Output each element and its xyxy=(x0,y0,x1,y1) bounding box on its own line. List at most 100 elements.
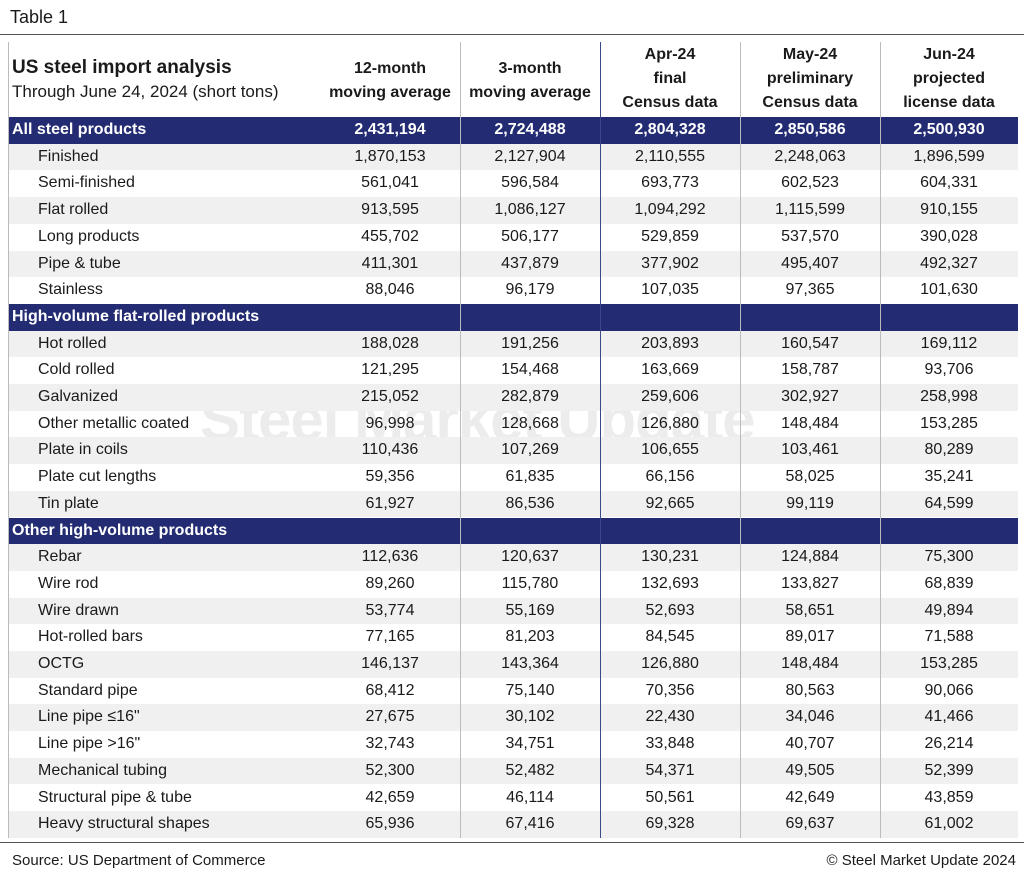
column-divider xyxy=(880,42,881,838)
cell-value: 69,328 xyxy=(645,815,695,833)
table-title: US steel import analysis xyxy=(12,57,232,78)
row-label: OCTG xyxy=(38,655,85,672)
cell-value: 1,870,153 xyxy=(354,147,426,165)
row-label: Long products xyxy=(38,227,140,245)
cell-value: 49,894 xyxy=(924,601,974,619)
cell-value: 110,436 xyxy=(361,441,419,459)
cell-value: 58,025 xyxy=(785,468,835,486)
cell-value: 258,998 xyxy=(920,388,978,405)
cell-value: 148,484 xyxy=(781,655,839,672)
row-stripe xyxy=(8,544,1018,571)
cell-value: 80,289 xyxy=(924,441,974,459)
cell-value: 88,046 xyxy=(365,281,415,299)
cell-value: 1,086,127 xyxy=(494,201,566,219)
cell-value: 84,545 xyxy=(645,628,695,646)
cell-value: 75,140 xyxy=(505,681,555,699)
row-label: Line pipe >16" xyxy=(38,735,141,753)
cell-value: 112,636 xyxy=(361,548,419,566)
cell-value: 282,879 xyxy=(501,388,559,405)
cell-value: 154,468 xyxy=(501,361,559,379)
cell-value: 132,693 xyxy=(641,574,699,592)
row-label: Hot rolled xyxy=(38,334,107,352)
row-stripe xyxy=(8,384,1018,411)
row-stripe xyxy=(8,704,1018,732)
cell-value: 124,884 xyxy=(781,548,839,566)
row-label: Hot-rolled bars xyxy=(38,628,143,646)
row-label: Wire drawn xyxy=(38,601,119,619)
row-label: Cold rolled xyxy=(38,361,115,379)
cell-value: 121,295 xyxy=(361,361,419,379)
row-label: Tin plate xyxy=(38,494,99,512)
cell-value: 34,046 xyxy=(785,708,835,726)
column-header: moving average xyxy=(329,84,451,101)
cell-value: 92,665 xyxy=(645,494,695,512)
cell-value: 52,399 xyxy=(924,761,974,779)
cell-value: 33,848 xyxy=(645,735,695,753)
cell-value: 53,774 xyxy=(365,601,415,619)
cell-value: 103,461 xyxy=(781,441,839,459)
cell-value: 71,588 xyxy=(924,628,974,646)
cell-value: 693,773 xyxy=(641,174,699,192)
section-total: 2,431,194 xyxy=(354,121,426,138)
cell-value: 58,651 xyxy=(785,601,835,619)
row-stripe xyxy=(8,811,1018,838)
section-title: All steel products xyxy=(12,121,147,138)
cell-value: 81,203 xyxy=(505,628,555,646)
cell-value: 561,041 xyxy=(361,174,419,192)
row-label: Plate cut lengths xyxy=(38,468,157,486)
row-stripe xyxy=(8,597,1018,625)
row-label: Other metallic coated xyxy=(38,414,190,432)
column-header: Census data xyxy=(622,94,718,111)
row-label: Line pipe ≤16" xyxy=(38,708,140,726)
cell-value: 163,669 xyxy=(641,361,699,379)
source-note: Source: US Department of Commerce xyxy=(12,852,266,869)
row-label: Flat rolled xyxy=(38,201,109,219)
cell-value: 42,659 xyxy=(365,788,415,806)
cell-value: 115,780 xyxy=(501,574,559,592)
section-title: Other high-volume products xyxy=(12,521,228,539)
cell-value: 99,119 xyxy=(786,494,834,512)
row-stripe xyxy=(8,197,1018,224)
cell-value: 68,412 xyxy=(365,681,415,699)
row-label: Semi-finished xyxy=(38,174,135,192)
section-total: 2,850,586 xyxy=(774,121,846,138)
column-divider xyxy=(600,42,601,838)
column-header: 12-month xyxy=(354,60,426,77)
cell-value: 2,127,904 xyxy=(494,147,566,165)
cell-value: 52,300 xyxy=(365,761,415,779)
cell-value: 191,256 xyxy=(501,334,559,352)
cell-value: 22,430 xyxy=(645,708,695,726)
bottom-rule xyxy=(0,841,1024,843)
cell-value: 910,155 xyxy=(920,201,978,219)
cell-value: 26,214 xyxy=(924,735,974,753)
column-header: Census data xyxy=(762,94,858,111)
cell-value: 169,112 xyxy=(920,334,978,352)
cell-value: 133,827 xyxy=(781,574,839,592)
cell-value: 143,364 xyxy=(501,655,559,672)
section-band xyxy=(8,117,1018,144)
cell-value: 1,094,292 xyxy=(634,201,706,219)
cell-value: 93,706 xyxy=(924,361,974,379)
cell-value: 492,327 xyxy=(920,254,978,272)
section-total: 2,804,328 xyxy=(634,121,706,138)
row-label: Plate in coils xyxy=(38,441,128,459)
cell-value: 32,743 xyxy=(365,735,415,753)
row-label: Finished xyxy=(38,147,99,165)
cell-value: 89,017 xyxy=(785,628,835,646)
row-stripe xyxy=(8,330,1018,358)
cell-value: 64,599 xyxy=(924,494,974,512)
cell-value: 126,880 xyxy=(641,414,699,432)
row-label: Mechanical tubing xyxy=(38,761,167,779)
row-stripe xyxy=(8,651,1018,678)
cell-value: 2,110,555 xyxy=(635,147,705,165)
cell-value: 107,269 xyxy=(501,441,559,459)
row-label: Wire rod xyxy=(38,574,99,592)
cell-value: 1,896,599 xyxy=(913,147,985,165)
cell-value: 158,787 xyxy=(781,361,839,379)
cell-value: 68,839 xyxy=(924,574,974,592)
cell-value: 61,927 xyxy=(365,494,415,512)
row-label: Rebar xyxy=(38,548,82,566)
row-label: Pipe & tube xyxy=(38,254,121,272)
column-header: May-24 xyxy=(782,46,838,63)
section-title: High-volume flat-rolled products xyxy=(12,307,260,325)
